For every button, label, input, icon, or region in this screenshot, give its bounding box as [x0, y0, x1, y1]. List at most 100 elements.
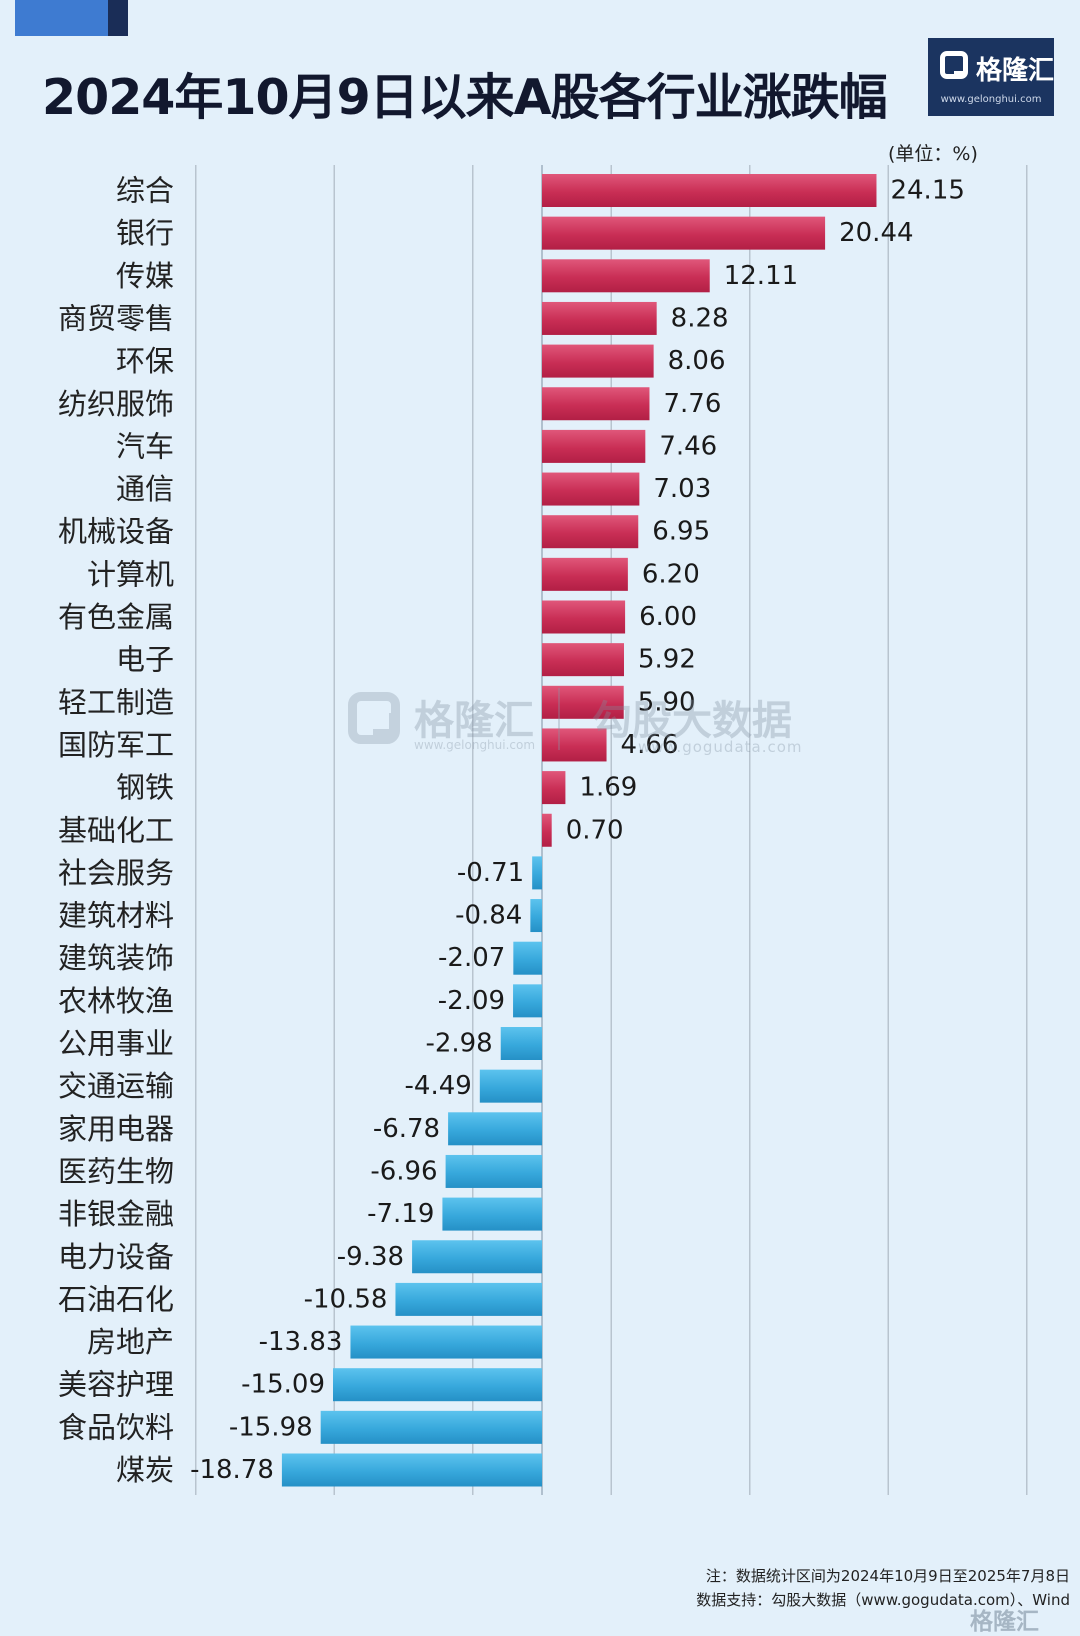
- bar: [281, 1453, 542, 1487]
- bar: [500, 1027, 542, 1060]
- bar: [442, 1197, 542, 1231]
- logo-name: 格隆汇: [976, 56, 1055, 86]
- bar: [412, 1240, 542, 1274]
- value-label: 6.95: [652, 517, 710, 547]
- category-label: 农林牧渔: [58, 984, 174, 1018]
- bar: [542, 174, 877, 207]
- value-label: 12.11: [724, 261, 798, 291]
- category-label: 医药生物: [58, 1154, 174, 1188]
- category-label: 综合: [116, 174, 174, 208]
- top-accent-bar: [15, 0, 108, 36]
- value-label: -2.98: [425, 1029, 492, 1059]
- value-label: -2.09: [438, 986, 505, 1016]
- value-label: -6.96: [370, 1156, 437, 1186]
- category-label: 公用事业: [58, 1027, 174, 1061]
- bar: [542, 429, 646, 463]
- value-label: 20.44: [839, 218, 913, 248]
- value-label: -10.58: [304, 1284, 388, 1314]
- value-label: 7.76: [663, 389, 721, 419]
- watermark-url-2: www.gogudata.com: [638, 738, 803, 756]
- category-label: 建筑材料: [58, 899, 174, 933]
- bar: [542, 344, 654, 378]
- category-label: 轻工制造: [58, 685, 174, 719]
- value-label: 7.03: [653, 474, 711, 504]
- value-label: -7.19: [367, 1199, 434, 1229]
- watermark-logo-icon: [348, 692, 400, 744]
- category-label: 建筑装饰: [58, 941, 174, 975]
- value-label: 7.46: [659, 431, 717, 461]
- category-label: 电力设备: [58, 1240, 174, 1274]
- value-label: 8.28: [671, 303, 729, 333]
- category-label: 社会服务: [58, 856, 174, 890]
- value-label: 24.15: [890, 176, 964, 206]
- category-label: 非银金融: [58, 1197, 174, 1231]
- data-source: 数据支持：勾股大数据（www.gogudata.com）、Wind: [696, 1591, 1070, 1609]
- value-label: -9.38: [337, 1242, 404, 1272]
- value-label: -6.78: [373, 1114, 440, 1144]
- logo-url: www.gelonghui.com: [940, 94, 1042, 105]
- value-labels: 24.15 20.44 12.11 8.28 8.06 7.76 7.46 7.03 6.95 6…: [190, 176, 965, 1486]
- bar: [542, 301, 657, 335]
- value-label: -0.71: [457, 858, 524, 888]
- bar: [445, 1154, 542, 1188]
- corner-watermark: 格隆汇: [970, 1609, 1039, 1635]
- bar: [542, 515, 639, 549]
- category-label: 商贸零售: [58, 301, 174, 335]
- chart-bars: [281, 174, 877, 1487]
- bar: [542, 813, 552, 847]
- bar: [395, 1282, 542, 1316]
- category-label: 环保: [116, 344, 174, 378]
- bar: [542, 259, 710, 293]
- bar: [542, 771, 566, 805]
- category-label: 房地产: [87, 1325, 174, 1359]
- bar: [479, 1069, 542, 1103]
- category-label: 电子: [116, 643, 174, 677]
- page-title: 2024年10月9日以来A股各行业涨跌幅: [42, 69, 888, 126]
- value-label: -18.78: [190, 1455, 274, 1485]
- value-label: 6.00: [639, 602, 697, 632]
- category-label: 传媒: [116, 259, 174, 293]
- value-label: 8.06: [668, 346, 726, 376]
- category-label: 食品饮料: [58, 1410, 174, 1444]
- value-label: 6.20: [642, 559, 700, 589]
- value-label: -15.98: [229, 1412, 313, 1442]
- value-label: -13.83: [259, 1327, 343, 1357]
- category-labels: 综合银行传媒商贸零售环保纺织服饰汽车通信机械设备计算机有色金属电子轻工制造国防军…: [58, 174, 174, 1488]
- category-label: 有色金属: [58, 600, 174, 634]
- category-label: 国防军工: [58, 728, 174, 762]
- value-label: 1.69: [579, 773, 637, 803]
- category-label: 煤炭: [116, 1453, 174, 1487]
- chart-grid: [195, 165, 1028, 1495]
- logo-mark-icon: [940, 51, 968, 79]
- bar: [542, 685, 624, 719]
- bar: [513, 984, 542, 1018]
- watermark-url: www.gelonghui.com: [414, 738, 536, 752]
- watermark-brand-2: 勾股大数据: [592, 698, 792, 744]
- category-label: 银行: [116, 216, 174, 250]
- value-label: 4.66: [621, 730, 679, 760]
- bar: [542, 216, 826, 250]
- bar: [532, 856, 542, 890]
- bar: [542, 557, 628, 591]
- category-label: 基础化工: [58, 813, 174, 847]
- category-label: 通信: [116, 472, 174, 506]
- value-label: 0.70: [566, 815, 624, 845]
- category-label: 石油石化: [58, 1282, 174, 1316]
- category-label: 钢铁: [116, 771, 174, 805]
- brand-logo: 格隆汇 www.gelonghui.com: [928, 38, 1054, 116]
- bar: [530, 899, 542, 933]
- value-label: -15.09: [241, 1370, 325, 1400]
- unit-label: (单位：%): [888, 143, 978, 165]
- category-label: 纺织服饰: [58, 387, 174, 421]
- value-label: 5.92: [638, 645, 696, 675]
- watermark-brand: 格隆汇: [414, 698, 534, 744]
- value-label: -0.84: [455, 901, 522, 931]
- value-label: 5.90: [638, 687, 696, 717]
- bar: [350, 1325, 542, 1359]
- bar: [542, 728, 607, 762]
- bar: [542, 472, 640, 506]
- bar: [448, 1112, 542, 1146]
- category-label: 计算机: [87, 557, 174, 591]
- category-label: 汽车: [116, 429, 174, 463]
- value-label: -4.49: [405, 1071, 472, 1101]
